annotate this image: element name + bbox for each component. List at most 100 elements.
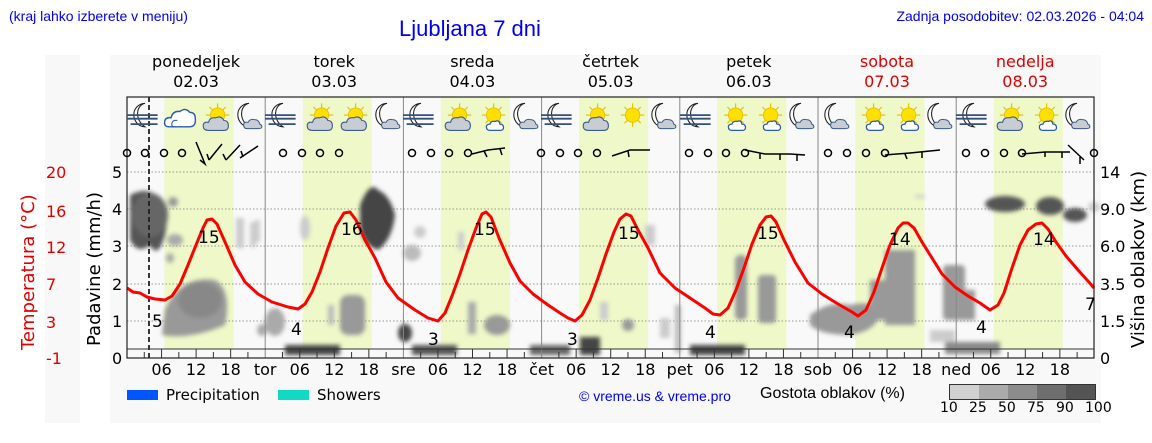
fog-night-icon	[541, 98, 576, 136]
day-header: sobota 07.03	[818, 52, 956, 92]
precip-tick: 3	[112, 237, 123, 256]
day-name: nedelja	[995, 52, 1055, 71]
last-update: Zadnja posodobitev: 02.03.2026 - 04:04	[896, 8, 1144, 24]
fog-night-icon	[127, 98, 162, 136]
partly-cloudy-day-icon	[334, 98, 369, 136]
hour-label: 06	[565, 360, 587, 379]
precipitation-swatch	[127, 390, 158, 400]
temperature-value-label: 15	[198, 228, 220, 248]
hour-label: 12	[738, 360, 760, 379]
day-date: 03.03	[311, 72, 358, 91]
day-short-label: sob	[803, 360, 833, 379]
temp-tick: 12	[46, 238, 67, 257]
day-name: torek	[313, 52, 355, 71]
hour-label: 12	[600, 360, 621, 379]
density-swatch	[1037, 385, 1066, 399]
hour-label: 18	[635, 360, 656, 379]
sunny-small-cloud-icon	[852, 98, 887, 136]
cloud-height-tick: 6.0	[1100, 237, 1126, 256]
sunny-small-cloud-icon	[472, 98, 507, 136]
partly-cloudy-day-icon	[438, 98, 473, 136]
density-level-label: 25	[969, 400, 987, 416]
cloud-height-tick: 1.5	[1100, 312, 1126, 331]
density-level-label: 100	[1085, 400, 1112, 416]
density-level-label: 10	[940, 400, 958, 416]
fog-night-icon	[955, 98, 991, 136]
hour-label: 18	[1049, 360, 1071, 379]
precip-tick: 0	[112, 349, 123, 368]
cloudy-icon	[162, 98, 197, 136]
day-date: 07.03	[864, 72, 910, 91]
temp-tick: 16	[46, 202, 67, 221]
day-date: 06.03	[725, 72, 772, 91]
density-level-label: 75	[1027, 400, 1045, 416]
day-name: sobota	[859, 52, 915, 71]
temp-tick: -1	[46, 349, 62, 368]
location-menu-hint: (kraj lahko izberete v meniju)	[9, 8, 188, 24]
temperature-value-label: 14	[889, 230, 911, 250]
showers-swatch	[278, 390, 309, 400]
density-swatch	[950, 385, 979, 399]
hour-label: 18	[220, 360, 241, 379]
partly-cloudy-day-icon	[300, 98, 335, 136]
density-swatch	[1066, 385, 1095, 399]
temperature-line	[126, 210, 1096, 323]
sunny-icon	[611, 98, 646, 136]
day-header: nedelja 08.03	[956, 52, 1094, 92]
day-date: 08.03	[1002, 72, 1049, 91]
day-header: torek 03.03	[265, 52, 403, 92]
hour-label: 18	[496, 360, 518, 379]
day-header: petek 06.03	[680, 52, 818, 92]
day-name: petek	[726, 52, 772, 71]
cloud-density-scale	[949, 384, 1096, 400]
density-swatch	[979, 385, 1008, 399]
cloud-height-tick: 9.0	[1100, 200, 1126, 219]
temperature-scale-panel	[45, 55, 80, 423]
precip-tick: 5	[112, 163, 123, 182]
hour-label: 12	[324, 360, 345, 379]
temperature-value-label: 7	[1085, 295, 1096, 315]
temperature-value-label: 3	[428, 330, 439, 350]
cloud-height-tick: 0	[1100, 349, 1111, 368]
day-name: ponedeljek	[152, 52, 240, 71]
day-name: sreda	[450, 52, 495, 71]
hour-label: 12	[1015, 360, 1036, 379]
night-cloudy-icon	[369, 98, 404, 136]
hour-label: 12	[462, 360, 483, 379]
precip-tick: 4	[112, 200, 123, 219]
copyright-link[interactable]: © vreme.us & vreme.pro	[579, 388, 731, 404]
temperature-value-label: 14	[1033, 230, 1055, 250]
hour-label: 06	[980, 360, 1001, 379]
temperature-value-label: 15	[618, 224, 640, 244]
temperature-value-label: 5	[152, 312, 163, 332]
day-header: sreda 04.03	[403, 52, 541, 92]
hour-label: 12	[185, 360, 207, 379]
temperature-value-label: 4	[291, 320, 302, 340]
hour-label: 06	[427, 360, 449, 379]
day-name: četrtek	[582, 52, 640, 71]
day-short-label: tor	[253, 360, 277, 379]
hour-label: 06	[151, 360, 172, 379]
temperature-value-label: 15	[474, 220, 496, 240]
partly-cloudy-day-icon	[576, 98, 611, 136]
fog-night-icon	[265, 98, 300, 136]
temp-tick: 3	[46, 313, 57, 332]
temperature-value-label: 3	[567, 330, 578, 350]
day-short-label: ned	[941, 360, 972, 379]
hour-label: 18	[358, 360, 380, 379]
fog-night-icon	[403, 98, 438, 136]
day-date: 04.03	[449, 72, 496, 91]
density-level-label: 50	[998, 400, 1016, 416]
cloud-height-tick: 3.5	[1100, 275, 1126, 294]
sunny-small-cloud-icon	[714, 98, 749, 136]
night-cloudy-icon	[645, 98, 680, 136]
day-short-label: sre	[391, 360, 416, 379]
day-date: 02.03	[173, 72, 219, 91]
hour-label: 18	[773, 360, 794, 379]
sunny-small-cloud-icon	[1025, 98, 1060, 136]
night-cloudy-icon	[921, 98, 956, 136]
temperature-value-label: 4	[705, 323, 716, 343]
weather-icons-row	[127, 98, 1094, 136]
night-cloudy-icon	[1059, 98, 1094, 136]
